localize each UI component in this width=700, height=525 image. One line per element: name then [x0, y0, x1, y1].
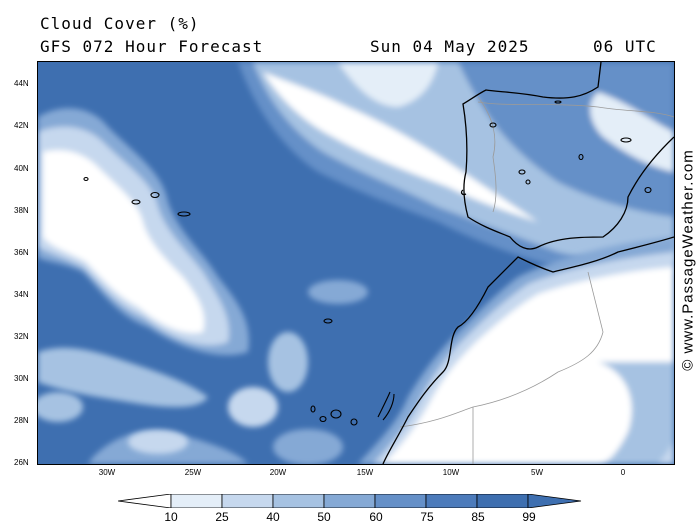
lat-label: 40N	[14, 164, 29, 173]
forecast-date: Sun 04 May 2025	[370, 37, 530, 56]
clear-region-west	[38, 108, 249, 464]
colorbar-label: 10	[164, 510, 178, 524]
colorbar-label: 75	[420, 510, 434, 524]
coastlines	[382, 62, 674, 464]
lat-label: 36N	[14, 248, 29, 257]
lat-label: 42N	[14, 121, 29, 130]
colorbar-label: 99	[522, 510, 536, 524]
scattered-cloud-patches	[38, 280, 368, 464]
colorbar-cell	[476, 494, 529, 508]
colorbar-label: 25	[215, 510, 229, 524]
lat-label: 44N	[14, 79, 29, 88]
colorbar-label: 40	[266, 510, 280, 524]
lon-label: 20W	[269, 468, 287, 477]
colorbar-cell	[221, 494, 274, 508]
lon-label: 15W	[356, 468, 374, 477]
lat-label: 30N	[14, 374, 29, 383]
lon-label: 30W	[98, 468, 116, 477]
copyright-credit: © www.PassageWeather.com	[678, 60, 698, 460]
colorbar-cell	[170, 494, 223, 508]
colorbar-right-arrow	[527, 494, 582, 508]
credit-text: © www.PassageWeather.com	[679, 149, 697, 371]
colorbar-label: 60	[369, 510, 383, 524]
islands	[83, 100, 652, 426]
forecast-subtitle: GFS 072 Hour Forecast	[40, 37, 264, 56]
lon-label: 0	[620, 468, 626, 477]
colorbar-cell	[374, 494, 427, 508]
colorbar-label: 85	[471, 510, 485, 524]
map-canvas	[38, 62, 674, 464]
colorbar-left-arrow	[118, 494, 172, 508]
lat-label: 32N	[14, 332, 29, 341]
map-title: Cloud Cover (%)	[40, 14, 200, 33]
country-borders	[399, 96, 674, 464]
colorbar-cell	[323, 494, 376, 508]
lat-label: 26N	[14, 458, 29, 467]
lat-label: 28N	[14, 416, 29, 425]
colorbar-cell	[425, 494, 478, 508]
color-scale-bar	[118, 494, 582, 508]
lat-label: 38N	[14, 206, 29, 215]
lat-label: 34N	[14, 290, 29, 299]
lon-label: 10W	[442, 468, 460, 477]
lon-label: 25W	[184, 468, 202, 477]
colorbar-cell	[272, 494, 325, 508]
lon-label: 5W	[531, 468, 543, 477]
clear-band-northeast	[238, 62, 674, 278]
colorbar-label: 50	[317, 510, 331, 524]
forecast-time: 06 UTC	[593, 37, 657, 56]
clear-region-africa	[358, 237, 674, 464]
cloud-cover-map	[37, 61, 675, 465]
